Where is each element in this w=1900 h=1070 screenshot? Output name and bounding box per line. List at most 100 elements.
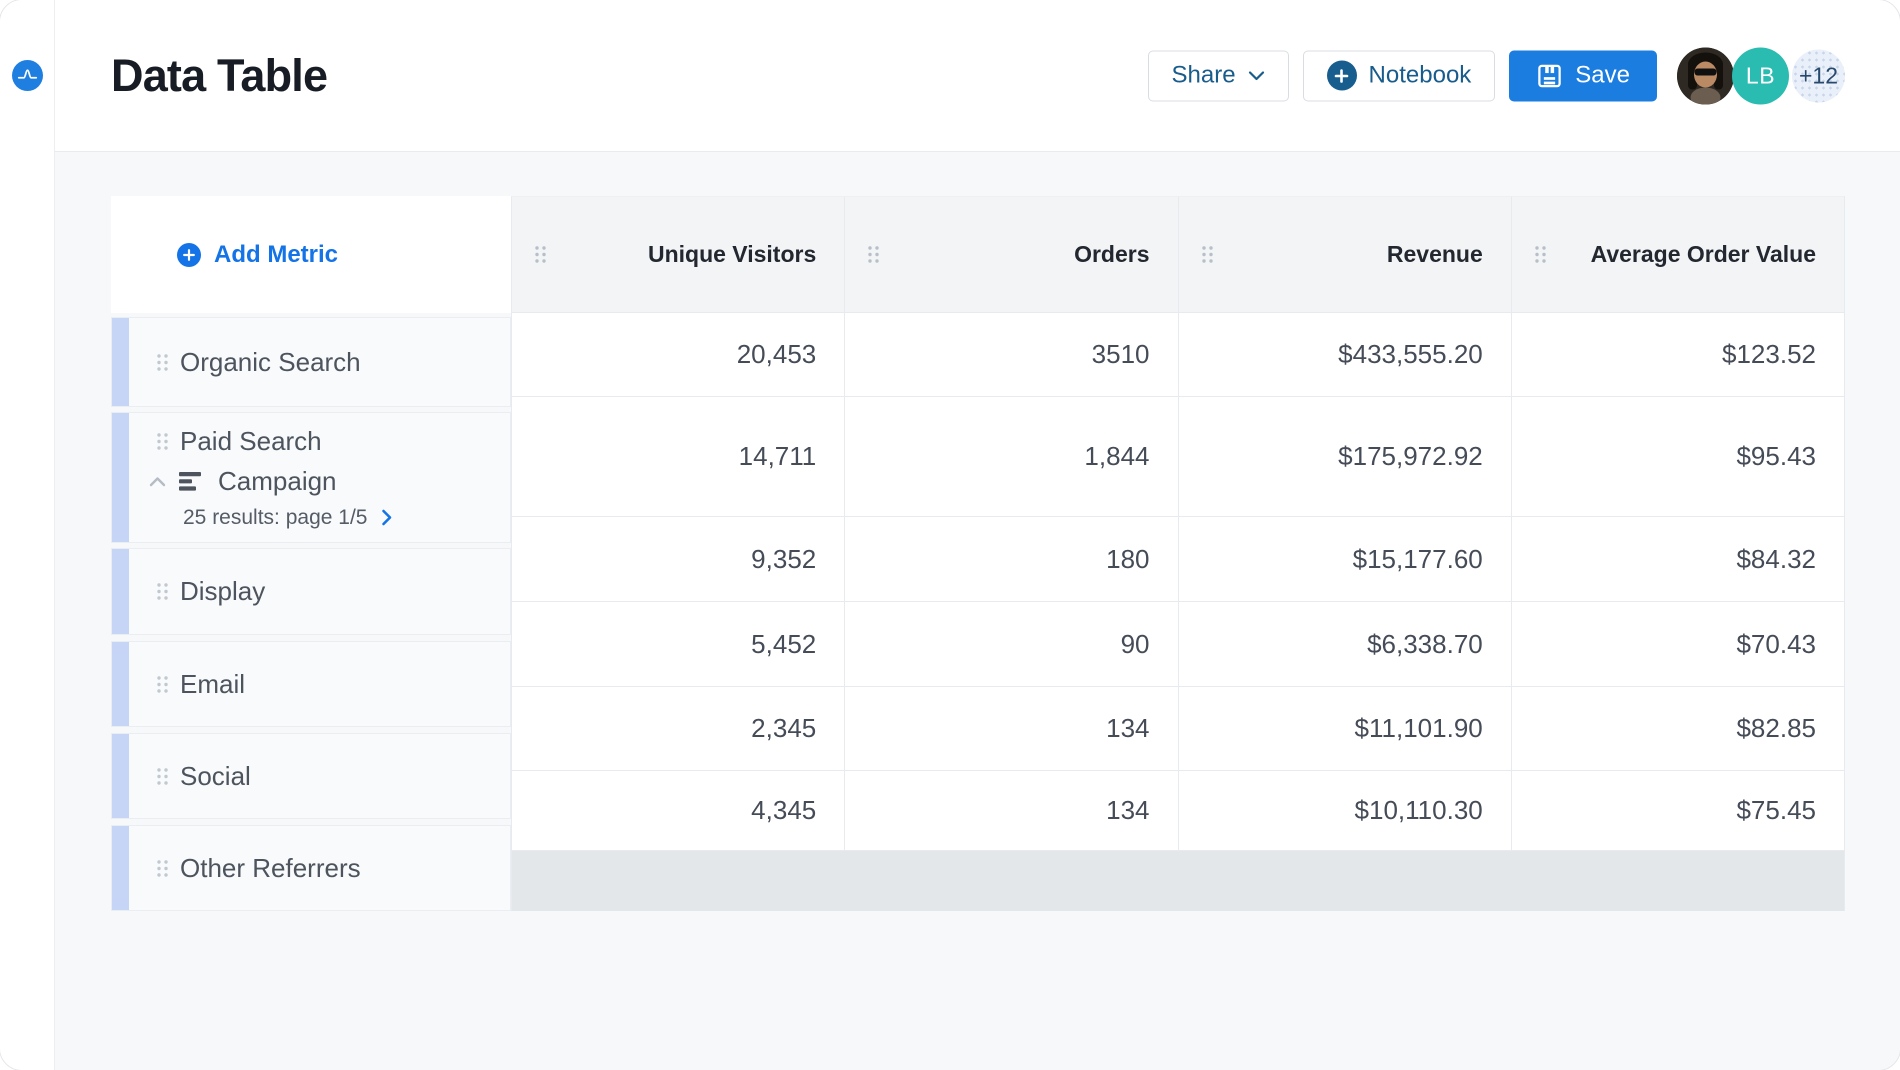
column-header-label: Revenue xyxy=(1386,241,1483,267)
cell-value: 134 xyxy=(844,687,1178,771)
drag-handle-icon[interactable] xyxy=(156,432,169,451)
header-actions: Share Notebook Save xyxy=(1147,47,1845,104)
group-by-bars-icon xyxy=(179,471,201,491)
save-button-label: Save xyxy=(1575,61,1630,89)
column-header-revenue[interactable]: Revenue xyxy=(1177,196,1511,313)
row-accent-bar xyxy=(112,734,129,818)
cell-value: $10,110.30 xyxy=(1177,771,1511,851)
cell-value: 4,345 xyxy=(511,771,845,851)
share-button[interactable]: Share xyxy=(1147,50,1289,101)
plus-circle-icon xyxy=(1326,60,1357,91)
cell-value: 14,711 xyxy=(511,397,845,517)
cell-value: 9,352 xyxy=(511,517,845,602)
dimension-column: Add Metric Organic Search Paid xyxy=(111,196,511,911)
save-button[interactable]: Save xyxy=(1509,50,1657,101)
row-accent-bar xyxy=(112,826,129,910)
cell-value: $175,972.92 xyxy=(1177,397,1511,517)
avatar-initials[interactable]: LB xyxy=(1732,47,1789,104)
chevron-down-icon xyxy=(1248,70,1264,80)
cell-value: 90 xyxy=(844,602,1178,687)
avatar[interactable] xyxy=(1677,47,1734,104)
row-email[interactable]: Email xyxy=(111,641,511,727)
drag-handle-icon[interactable] xyxy=(156,859,169,878)
cell-value: $6,338.70 xyxy=(1177,602,1511,687)
cell-value: 1,844 xyxy=(844,397,1178,517)
group-by-label: Campaign xyxy=(218,465,337,496)
row-other-referrers[interactable]: Other Referrers xyxy=(111,825,511,911)
cell-value: $70.43 xyxy=(1510,602,1844,687)
column-header-label: Average Order Value xyxy=(1590,241,1816,267)
notebook-button-label: Notebook xyxy=(1368,61,1472,89)
column-header-unique-visitors[interactable]: Unique Visitors xyxy=(511,196,845,313)
pagination-control[interactable]: 25 results: page 1/5 xyxy=(112,506,510,530)
row-social[interactable]: Social xyxy=(111,733,511,819)
table-row: 20,453 3510 $433,555.20 $123.52 xyxy=(511,313,1844,397)
cell-value: 180 xyxy=(844,517,1178,602)
row-accent-bar xyxy=(112,549,129,634)
share-button-label: Share xyxy=(1171,61,1236,89)
drag-handle-icon[interactable] xyxy=(1201,245,1214,264)
chevron-up-icon[interactable] xyxy=(149,476,166,487)
collaborator-avatars: LB +12 xyxy=(1677,47,1845,104)
drag-handle-icon[interactable] xyxy=(156,767,169,786)
left-sidebar xyxy=(0,0,55,1070)
row-accent-bar xyxy=(112,318,129,406)
cell-value: $84.32 xyxy=(1510,517,1844,602)
wave-glyph xyxy=(17,69,38,79)
row-accent-bar xyxy=(112,642,129,726)
drag-handle-icon[interactable] xyxy=(156,353,169,372)
amplitude-logo-icon[interactable] xyxy=(12,60,43,91)
drag-handle-icon[interactable] xyxy=(156,675,169,694)
column-header-label: Unique Visitors xyxy=(647,241,817,267)
table-row: 4,345 134 $10,110.30 $75.45 xyxy=(511,771,1844,851)
cell-value: $75.45 xyxy=(1510,771,1844,851)
drag-handle-icon[interactable] xyxy=(534,245,547,264)
cell-value: $15,177.60 xyxy=(1177,517,1511,602)
save-floppy-icon xyxy=(1538,64,1562,87)
cell-value: $123.52 xyxy=(1510,313,1844,397)
column-header-row: Unique Visitors Orders Revenue xyxy=(511,196,1844,313)
column-header-label: Orders xyxy=(1074,241,1150,267)
table-row: 9,352 180 $15,177.60 $84.32 xyxy=(511,517,1844,602)
cell-value: 20,453 xyxy=(511,313,845,397)
row-label: Other Referrers xyxy=(180,852,361,883)
page-title: Data Table xyxy=(111,49,328,101)
chevron-right-icon[interactable] xyxy=(381,509,392,526)
column-header-orders[interactable]: Orders xyxy=(844,196,1178,313)
cell-value: 134 xyxy=(844,771,1178,851)
data-table-card: Add Metric Organic Search Paid xyxy=(111,196,1845,911)
row-paid-search-expanded[interactable]: Paid Search Campaign xyxy=(111,412,511,543)
cell-value: $95.43 xyxy=(1510,397,1844,517)
row-organic-search[interactable]: Organic Search xyxy=(111,317,511,407)
metrics-grid: Unique Visitors Orders Revenue xyxy=(511,196,1845,911)
cell-value: $82.85 xyxy=(1510,687,1844,771)
cell-value: 5,452 xyxy=(511,602,845,687)
table-row: 14,711 1,844 $175,972.92 $95.43 xyxy=(511,397,1844,517)
row-label: Paid Search xyxy=(180,425,322,456)
cell-value: $433,555.20 xyxy=(1177,313,1511,397)
drag-handle-icon[interactable] xyxy=(1534,245,1547,264)
table-row: 5,452 90 $6,338.70 $70.43 xyxy=(511,602,1844,687)
row-label: Organic Search xyxy=(180,346,361,377)
table-footer-strip xyxy=(511,851,1844,911)
cell-value: 3510 xyxy=(844,313,1178,397)
row-display[interactable]: Display xyxy=(111,548,511,635)
cell-value: 2,345 xyxy=(511,687,845,771)
add-metric-label: Add Metric xyxy=(214,240,339,268)
top-bar: Data Table Share Notebook xyxy=(55,0,1900,152)
cell-value: $11,101.90 xyxy=(1177,687,1511,771)
content-area: Add Metric Organic Search Paid xyxy=(55,152,1900,1070)
plus-circle-icon xyxy=(177,242,201,267)
add-metric-button[interactable]: Add Metric xyxy=(111,196,511,313)
row-accent-bar xyxy=(112,413,129,542)
avatar-overflow-badge[interactable]: +12 xyxy=(1792,49,1845,102)
row-label: Display xyxy=(180,576,266,606)
drag-handle-icon[interactable] xyxy=(156,582,169,601)
results-page-text: 25 results: page 1/5 xyxy=(183,505,368,529)
row-label: Social xyxy=(180,760,251,791)
notebook-button[interactable]: Notebook xyxy=(1302,50,1496,101)
column-header-average-order-value[interactable]: Average Order Value xyxy=(1510,196,1844,313)
drag-handle-icon[interactable] xyxy=(867,245,880,264)
table-row: 2,345 134 $11,101.90 $82.85 xyxy=(511,687,1844,771)
